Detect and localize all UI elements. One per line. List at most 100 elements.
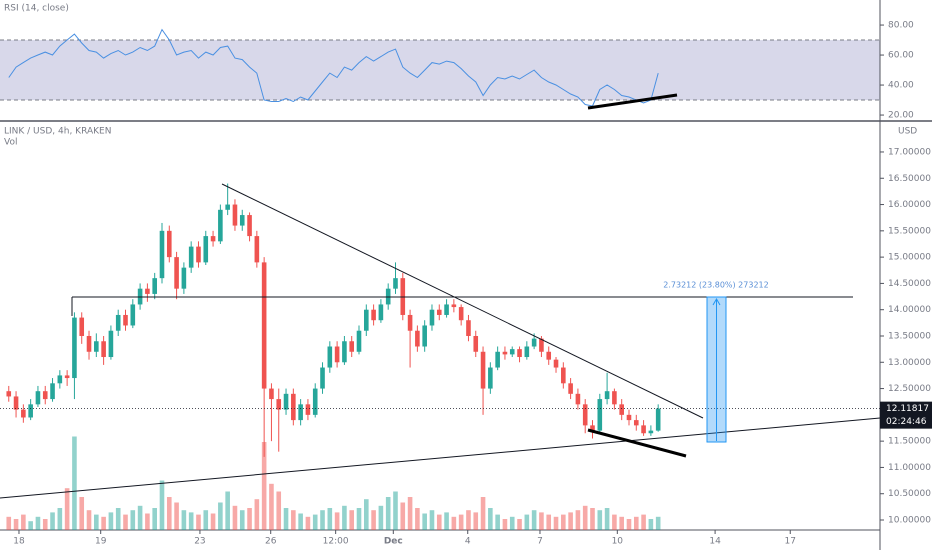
- volume-bar: [648, 519, 654, 530]
- candle-body: [342, 341, 347, 363]
- trendline: [221, 183, 704, 419]
- candle-body: [371, 309, 376, 321]
- candle-body: [291, 393, 296, 421]
- volume-bar: [196, 514, 201, 530]
- volume-bar: [597, 510, 603, 530]
- volume-bar: [166, 497, 172, 530]
- candle-body: [86, 335, 92, 352]
- volume-bar: [137, 505, 143, 530]
- candle-body: [42, 391, 48, 400]
- volume-bar: [619, 516, 624, 530]
- y-tick-label: 10.50000: [888, 489, 931, 499]
- candle-body: [130, 304, 136, 326]
- candle-body: [50, 383, 55, 400]
- candle-body: [247, 215, 252, 237]
- volume-bar: [57, 508, 63, 530]
- candle-body: [473, 335, 479, 352]
- y-tick-label: 11.50000: [888, 437, 931, 447]
- candle-body: [196, 246, 201, 263]
- candle-body: [597, 399, 603, 431]
- candle-body: [203, 236, 209, 263]
- candle-body: [378, 304, 384, 321]
- volume-bar: [546, 514, 552, 530]
- candle-body: [159, 230, 165, 279]
- candle-body: [101, 341, 106, 358]
- volume-bar: [480, 497, 486, 530]
- volume-bar: [327, 508, 333, 530]
- candle-body: [619, 404, 624, 415]
- volume-bar: [509, 516, 515, 530]
- volume-bar: [86, 510, 92, 530]
- candle-body: [436, 309, 442, 315]
- candle-body: [239, 215, 245, 226]
- candle-body: [466, 320, 471, 336]
- candle-body: [72, 317, 77, 379]
- candle-body: [210, 236, 216, 242]
- countdown-label: 02:24:46: [886, 417, 927, 427]
- volume-bar: [400, 502, 406, 530]
- candle-body: [393, 278, 398, 289]
- candle-body: [349, 341, 355, 352]
- x-tick-label: 19: [95, 537, 107, 547]
- candle-body: [568, 383, 573, 394]
- candle-body: [312, 388, 318, 415]
- volume-bar: [349, 510, 355, 530]
- y-tick-label: 14.50000: [888, 279, 931, 289]
- volume-bar: [641, 514, 646, 530]
- volume-bar: [407, 497, 413, 530]
- volume-bar: [364, 499, 369, 530]
- volume-bar: [239, 510, 245, 530]
- x-tick-label: 12:00: [323, 537, 349, 547]
- volume-bar: [436, 514, 442, 530]
- candle-body: [320, 367, 325, 389]
- candle-body: [626, 414, 632, 421]
- candle-body: [539, 338, 544, 352]
- volume-bar: [276, 491, 282, 530]
- volume-bar: [495, 514, 500, 530]
- volume-bar: [502, 519, 508, 530]
- y-tick-label: 10.00000: [888, 516, 931, 526]
- candle-body: [429, 309, 435, 326]
- candle-body: [612, 391, 617, 405]
- candle-body: [174, 257, 179, 289]
- candle-body: [283, 393, 289, 410]
- y-tick-label: 80.00: [888, 21, 914, 31]
- candle-body: [553, 359, 559, 368]
- volume-bar: [312, 514, 318, 530]
- volume-bar: [604, 508, 610, 530]
- volume-bar: [473, 512, 479, 530]
- volume-bar: [553, 516, 559, 530]
- candle-body: [254, 236, 260, 263]
- volume-bar: [283, 508, 289, 530]
- x-tick-label: 26: [265, 537, 277, 547]
- rsi-band-group: [0, 39, 880, 101]
- volume-bar: [130, 510, 136, 530]
- candle-body: [115, 314, 121, 331]
- candle-body: [64, 375, 70, 379]
- volume-bar: [6, 516, 12, 530]
- candle-body: [13, 396, 19, 410]
- x-tick-label: 18: [13, 537, 25, 547]
- y-tick-label: 17.00000: [888, 147, 931, 157]
- price-labels: 12.11817 02:24:46: [880, 401, 932, 429]
- volume-bar: [305, 516, 311, 530]
- volume-bar: [50, 512, 55, 530]
- candle-body: [509, 349, 515, 355]
- volume-bar: [261, 442, 267, 530]
- volume-bar: [612, 514, 617, 530]
- candle-body: [166, 230, 172, 258]
- candle-body: [188, 246, 194, 268]
- candle-body: [655, 408, 661, 431]
- volume-bar: [444, 512, 449, 530]
- y-tick-label: 13.50000: [888, 331, 931, 341]
- volume-bar: [101, 516, 106, 530]
- axis-unit: USD: [898, 127, 917, 137]
- candle-body: [123, 314, 128, 326]
- candle-body: [57, 375, 63, 384]
- volume-bar: [531, 510, 537, 530]
- candle-body: [334, 346, 340, 363]
- x-tick-label: 10: [612, 537, 624, 547]
- volume-bar: [422, 513, 427, 530]
- y-tick-label: 16.50000: [888, 174, 931, 184]
